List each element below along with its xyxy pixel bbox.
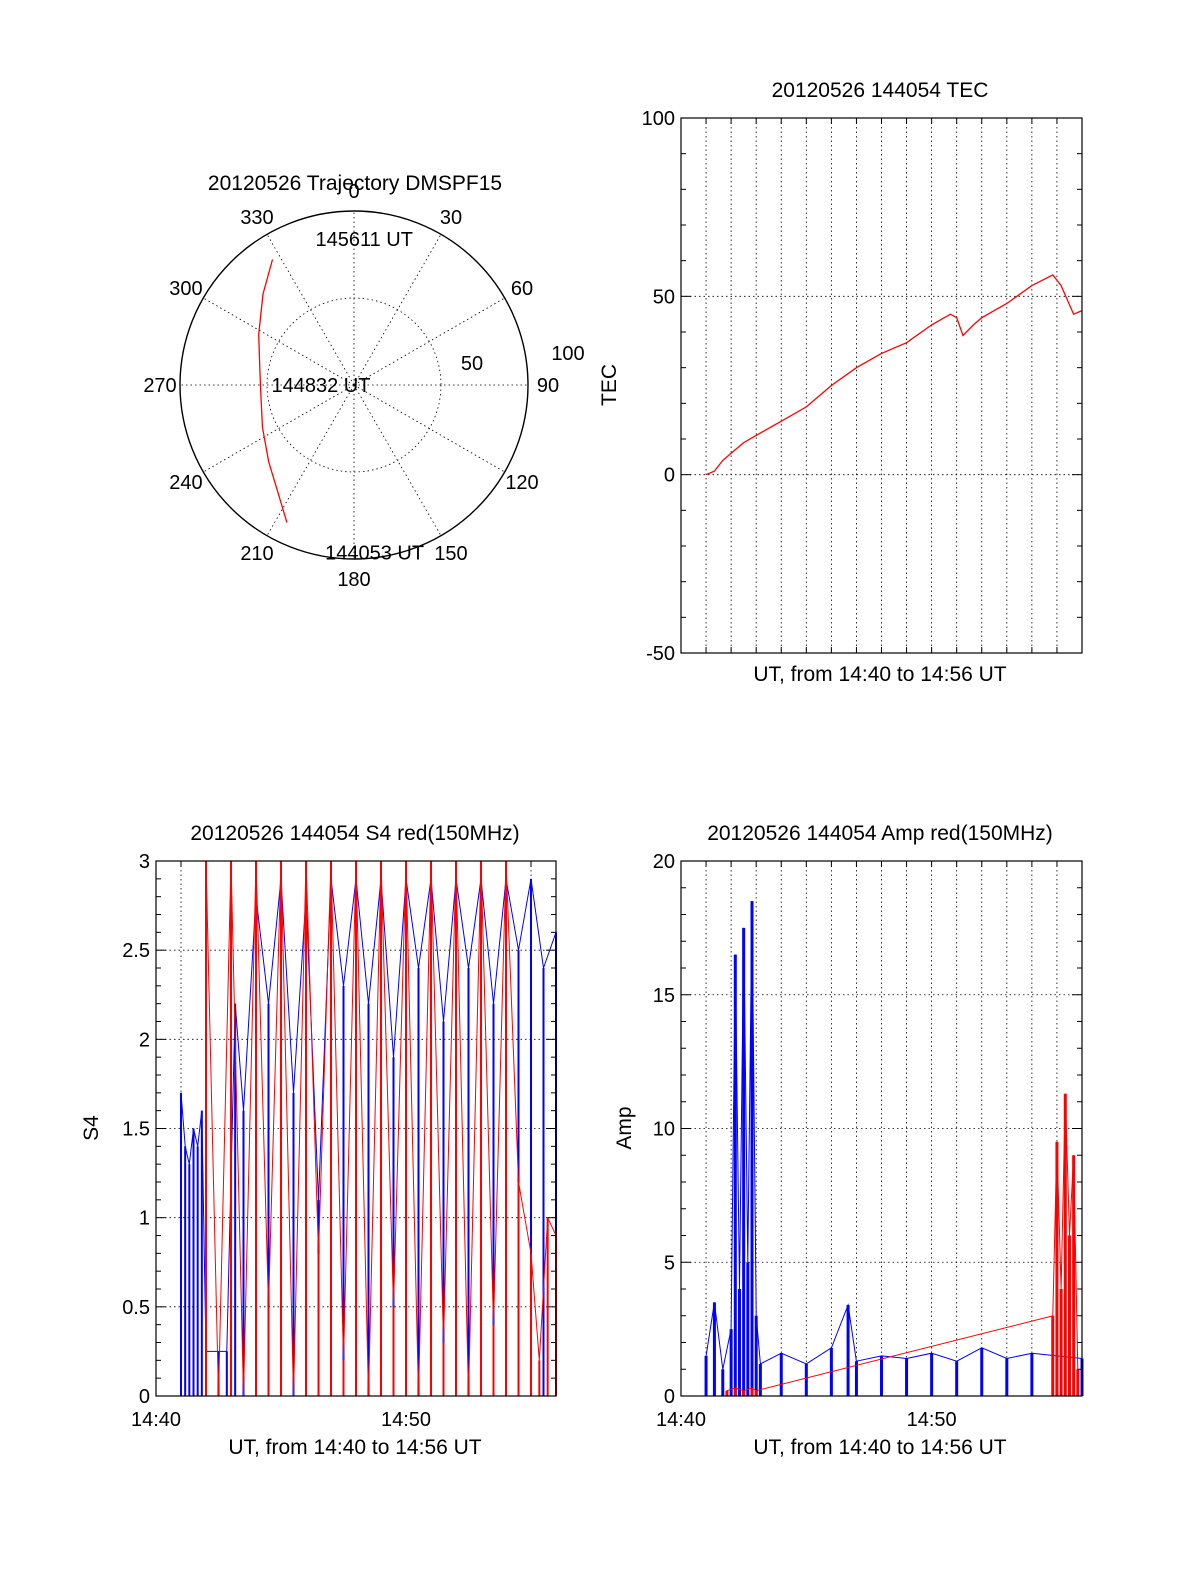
y-tick-label: 100: [642, 108, 675, 130]
series-line: [705, 274, 1083, 476]
s4-chart-panel: 20120526 144054 S4 red(150MHz) UT, from …: [80, 822, 557, 1459]
series-line: [726, 1093, 1079, 1392]
series-line: [705, 901, 1083, 1370]
polar-spoke: [266, 384, 355, 536]
polar-angle-labels: 0 30 60 90 120 150 180 210 240 270 300 330: [143, 181, 559, 591]
s4-x-tick-labels: 14:40 14:50: [131, 1409, 431, 1431]
polar-angle-label: 30: [440, 207, 462, 229]
s4-plot-frame: [155, 860, 557, 1397]
y-tick-label: 0: [664, 465, 675, 487]
polar-spoke: [353, 384, 442, 536]
polar-radial-labels: 50 100: [461, 343, 585, 375]
polar-angle-label: 180: [337, 569, 370, 591]
tec-series: [705, 274, 1083, 476]
trajectory-line: [258, 259, 288, 523]
polar-spoke: [203, 384, 355, 473]
tec-y-axis-label: TEC: [598, 364, 621, 406]
amp-y-tick-labels: 0 5 10 15 20: [653, 851, 675, 1408]
s4-y-axis-label: S4: [80, 1115, 103, 1141]
polar-spoke: [266, 234, 355, 386]
x-tick-label: 14:50: [907, 1409, 957, 1431]
series-group: [704, 901, 1084, 1396]
polar-angle-label: 150: [434, 543, 467, 565]
series-line: [205, 860, 557, 1397]
s4-y-tick-labels: 0 0.5 1 1.5 2 2.5 3: [122, 851, 150, 1408]
amp-title: 20120526 144054 Amp red(150MHz): [707, 822, 1053, 845]
y-tick-label: 2: [139, 1029, 150, 1051]
x-tick-label: 14:40: [656, 1409, 706, 1431]
y-tick-label: 2.5: [122, 940, 150, 962]
polar-grid: [179, 210, 529, 560]
tec-plot-frame: [680, 117, 1083, 654]
y-tick-label: 15: [653, 985, 675, 1007]
amp-chart-panel: 20120526 144054 Amp red(150MHz) UT, from…: [613, 822, 1084, 1459]
s4-title: 20120526 144054 S4 red(150MHz): [190, 822, 519, 845]
amp-y-axis-label: Amp: [613, 1106, 636, 1149]
series-group: [725, 1093, 1080, 1396]
amp-plot-frame: [680, 860, 1083, 1397]
x-tick-label: 14:50: [381, 1409, 431, 1431]
s4-series: [180, 860, 557, 1397]
y-tick-label: 50: [653, 286, 675, 308]
polar-angle-label: 210: [240, 543, 273, 565]
polar-angle-label: 270: [143, 375, 176, 397]
s4-x-axis-label: UT, from 14:40 to 14:56 UT: [228, 1436, 481, 1459]
amp-series: [704, 901, 1084, 1396]
polar-radial-label: 50: [461, 353, 483, 375]
y-tick-label: 0: [664, 1386, 675, 1408]
trajectory-time-annotation: 145611 UT: [315, 229, 412, 251]
polar-series: [258, 259, 288, 523]
polar-title: 20120526 Trajectory DMSPF15: [208, 172, 502, 195]
x-tick-label: 14:40: [131, 1409, 181, 1431]
polar-radial-label: 100: [551, 343, 584, 365]
polar-angle-label: 90: [537, 375, 559, 397]
polar-angle-label: 330: [240, 207, 273, 229]
tec-x-axis-label: UT, from 14:40 to 14:56 UT: [753, 663, 1006, 686]
tec-chart-panel: 20120526 144054 TEC UT, from 14:40 to 14…: [598, 79, 1083, 686]
y-tick-label: 3: [139, 851, 150, 873]
polar-angle-label: 300: [169, 278, 202, 300]
y-tick-label: 0: [139, 1386, 150, 1408]
tec-y-tick-labels: -50 0 50 100: [642, 108, 675, 665]
trajectory-polar-panel: 20120526 Trajectory DMSPF15 0 30 60 90 120 15…: [143, 172, 584, 591]
y-tick-label: 0.5: [122, 1297, 150, 1319]
tec-title: 20120526 144054 TEC: [772, 79, 989, 102]
y-tick-label: 5: [664, 1252, 675, 1274]
polar-annotations: 145611 UT 144832 UT 144053 UT: [271, 229, 424, 564]
trajectory-time-annotation: 144053 UT: [325, 543, 424, 565]
tec-grid: [681, 117, 1082, 654]
trajectory-time-annotation: 144832 UT: [271, 375, 370, 397]
polar-outer-circle: [179, 210, 529, 560]
y-tick-label: 20: [653, 851, 675, 873]
polar-angle-label: 0: [348, 181, 359, 203]
amp-x-tick-labels: 14:40 14:50: [656, 1409, 957, 1431]
polar-spoke: [353, 384, 505, 473]
polar-spoke: [353, 297, 505, 386]
y-tick-label: -50: [646, 643, 675, 665]
polar-angle-label: 120: [505, 472, 538, 494]
polar-angle-label: 60: [511, 278, 533, 300]
polar-spoke: [203, 297, 355, 386]
y-tick-label: 1.5: [122, 1119, 150, 1141]
polar-angle-label: 240: [169, 472, 202, 494]
amp-x-axis-label: UT, from 14:40 to 14:56 UT: [753, 1436, 1006, 1459]
polar-spoke: [353, 234, 442, 386]
y-tick-label: 1: [139, 1208, 150, 1230]
y-tick-label: 10: [653, 1119, 675, 1141]
